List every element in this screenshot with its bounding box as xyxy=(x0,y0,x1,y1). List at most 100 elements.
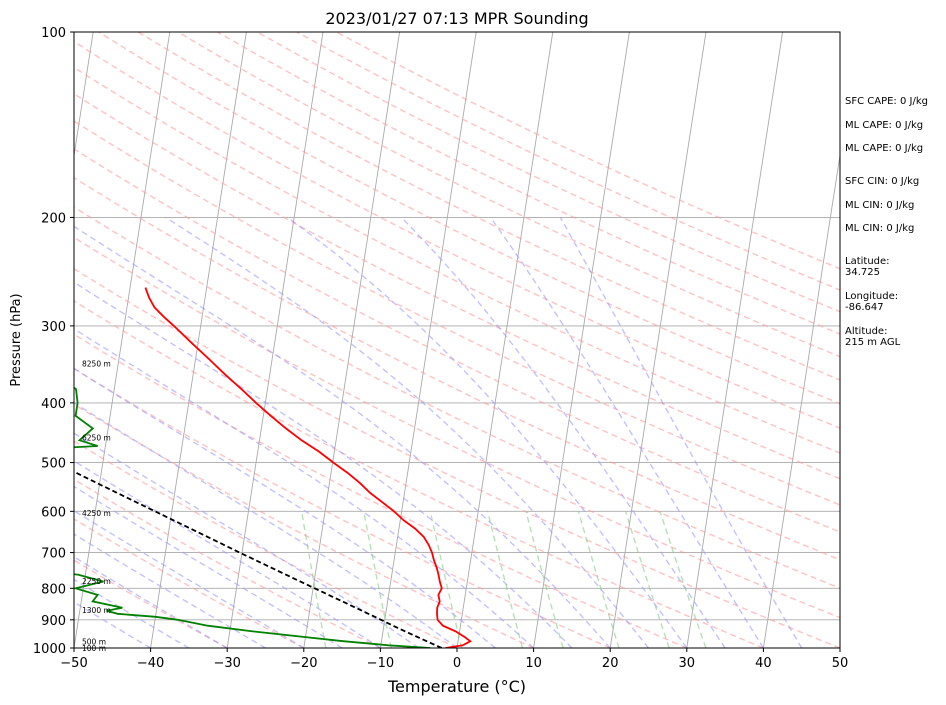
isotherm-line xyxy=(379,32,477,648)
mixing-ratio-line xyxy=(659,511,707,648)
location-label: Altitude: xyxy=(845,326,887,337)
dry-adiabat-line xyxy=(74,236,840,619)
x-tick-label: −20 xyxy=(290,656,317,671)
x-tick-label: 40 xyxy=(755,656,772,671)
series-group xyxy=(74,287,472,648)
stat-label: SFC CAPE: 0 J/kg xyxy=(845,96,928,107)
dry-adiabat-line xyxy=(74,267,840,648)
dry-adiabat-line xyxy=(296,32,840,291)
y-axis-label: Pressure (hPa) xyxy=(9,293,24,386)
x-tick-label: 50 xyxy=(832,656,849,671)
y-tick-label: 800 xyxy=(41,582,66,597)
moist-adiabat-line xyxy=(74,485,343,648)
moist-adiabat-line xyxy=(74,367,496,648)
location-value: -86.647 xyxy=(845,302,884,313)
x-tick-label: 10 xyxy=(525,656,542,671)
isotherm-line xyxy=(303,32,401,648)
x-tick-label: 0 xyxy=(453,656,461,671)
dry-adiabat-line xyxy=(74,300,764,648)
dry-adiabat-line xyxy=(74,403,534,648)
height-label: 8250 m xyxy=(82,359,111,368)
mixing-ratio-line xyxy=(429,511,463,648)
temperature-line xyxy=(144,287,472,648)
parcel-line xyxy=(74,470,443,648)
isotherm-line xyxy=(533,32,630,648)
y-tick-label: 400 xyxy=(41,397,66,412)
height-label: 4250 m xyxy=(82,509,111,518)
x-tick-label: 20 xyxy=(602,656,619,671)
location-label: Longitude: xyxy=(845,291,898,302)
x-axis: −50 −40 −30 −20 −10 0 10 20 30 40 50 xyxy=(60,648,848,671)
dry-adiabat-line xyxy=(137,32,840,381)
moist-adiabat-line xyxy=(74,281,573,648)
x-tick-label: −10 xyxy=(367,656,394,671)
dry-adiabat-line xyxy=(177,32,840,358)
dry-adiabat-line xyxy=(256,32,840,313)
y-tick-label: 900 xyxy=(41,614,66,629)
dry-adiabat-line xyxy=(74,148,840,533)
dry-adiabat-line xyxy=(74,440,458,648)
isotherm-line xyxy=(686,32,784,648)
x-tick-label: −30 xyxy=(213,656,240,671)
moist-adiabat-line xyxy=(74,225,611,648)
isotherm-line xyxy=(226,32,324,648)
mixing-ratio-line xyxy=(624,511,670,648)
mixing-ratio-line xyxy=(363,511,392,648)
y-tick-label: 700 xyxy=(41,547,66,562)
dry-adiabat-line xyxy=(74,120,840,506)
y-tick-label: 300 xyxy=(41,320,66,335)
stat-label: ML CIN: 0 J/kg xyxy=(845,200,914,211)
moist-adiabat-line xyxy=(74,533,266,648)
moist-adiabat-line xyxy=(74,601,151,648)
y-tick-label: 500 xyxy=(41,457,66,472)
dewpoint-line xyxy=(74,386,431,648)
x-tick-label: −50 xyxy=(60,656,87,671)
moist-adiabat-line xyxy=(74,578,190,648)
chart-title: 2023/01/27 07:13 MPR Sounding xyxy=(325,9,588,28)
dry-adiabat-line xyxy=(74,40,840,429)
dry-adiabat-line xyxy=(74,478,381,648)
moist-adiabat-line xyxy=(559,217,803,648)
dry-adiabat-line xyxy=(74,333,688,648)
mixing-ratio-line xyxy=(525,511,564,648)
y-tick-label: 600 xyxy=(41,505,66,520)
height-label: 500 m xyxy=(82,638,106,647)
dry-adiabat-line xyxy=(74,206,840,590)
height-label: 2250 m xyxy=(82,577,111,586)
height-label: 1300 m xyxy=(82,606,111,615)
location-value: 215 m AGL xyxy=(845,337,901,348)
y-tick-label: 200 xyxy=(41,211,66,226)
moist-adiabat-line xyxy=(400,216,726,648)
dry-adiabat-line xyxy=(74,66,840,454)
dry-adiabat-line xyxy=(74,176,840,561)
dry-adiabat-line xyxy=(74,367,611,648)
sounding-info-panel: SFC CAPE: 0 J/kg ML CAPE: 0 J/kg ML CAPE: … xyxy=(845,96,928,348)
moist-adiabat-line xyxy=(74,556,228,648)
moist-adiabat-line xyxy=(74,402,458,648)
moist-adiabat-line xyxy=(490,216,764,648)
isotherm-line xyxy=(609,32,707,648)
x-axis-label: Temperature (°C) xyxy=(387,677,526,696)
moist-adiabat-line xyxy=(74,328,535,648)
stat-label: ML CAPE: 0 J/kg xyxy=(845,143,923,154)
x-tick-label: 30 xyxy=(679,656,696,671)
isotherm-line xyxy=(74,32,171,648)
height-label: 6250 m xyxy=(82,433,111,442)
isotherm-line xyxy=(150,32,247,648)
stat-label: ML CAPE: 0 J/kg xyxy=(845,120,923,131)
mixing-ratio-line xyxy=(486,511,524,648)
moist-adiabat-line xyxy=(287,216,688,648)
isotherm-line xyxy=(74,32,94,159)
stat-label: ML CIN: 0 J/kg xyxy=(845,223,914,234)
location-value: 34.725 xyxy=(845,267,880,278)
background-lines xyxy=(74,32,840,648)
isotherm-line xyxy=(762,152,840,648)
moist-adiabat-line xyxy=(74,509,305,648)
stat-label: SFC CIN: 0 J/kg xyxy=(845,176,919,187)
y-tick-label: 100 xyxy=(41,26,66,41)
y-tick-label: 1000 xyxy=(33,642,66,657)
location-label: Latitude: xyxy=(845,256,890,267)
dry-adiabat-line xyxy=(74,518,305,648)
x-tick-label: −40 xyxy=(137,656,164,671)
